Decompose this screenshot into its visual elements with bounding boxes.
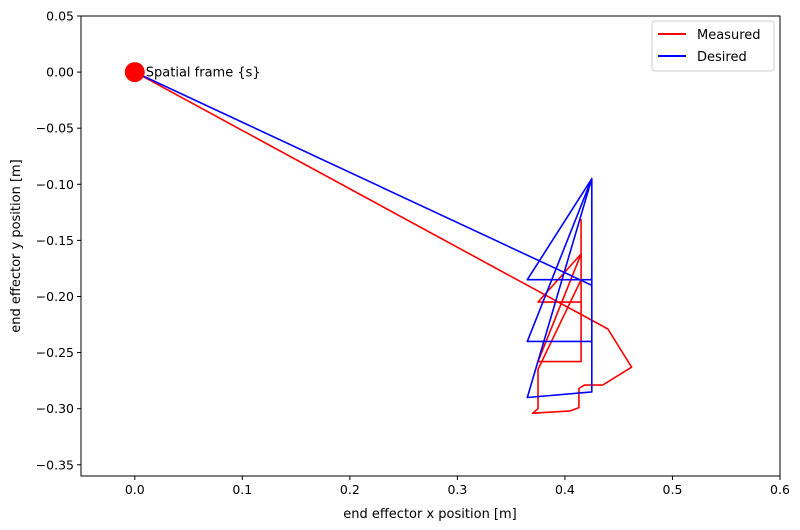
plot-background [81,16,780,476]
plot-frame [80,15,781,477]
y-tick-label: −0.10 [36,177,74,192]
y-tick-label: −0.35 [36,457,74,472]
legend-label-desired: Desired [697,50,747,65]
series-line-measured [134,71,633,415]
series-layer [134,71,633,415]
series-line-desired [134,71,593,399]
spatial-frame-label: Spatial frame {s} [146,66,261,81]
annotation-layer: Spatial frame {s} [124,62,261,83]
legend: Measured Desired [651,20,775,72]
x-axis-label: end effector x position [m] [343,507,517,522]
x-axis: 0.0 0.1 0.2 0.3 0.4 0.5 0.6 [125,476,790,497]
x-tick-label: 0.3 [447,482,467,497]
plot-area [81,16,780,476]
y-axis-label: end effector y position [m] [9,159,24,333]
spatial-frame-marker [124,62,145,83]
y-tick-label: −0.20 [36,289,74,304]
x-tick-label: 0.2 [340,482,360,497]
y-tick-label: −0.25 [36,345,74,360]
legend-label-measured: Measured [697,28,761,43]
y-axis: 0.05 0.00 −0.05 −0.10 −0.15 −0.20 −0.25 −0.30 −0… [36,9,81,472]
y-tick-label: −0.05 [36,121,74,136]
x-tick-label: 0.1 [232,482,252,497]
y-tick-label: −0.30 [36,401,74,416]
x-tick-label: 0.6 [770,482,790,497]
y-tick-label: 0.00 [46,65,74,80]
y-tick-label: 0.05 [46,9,74,24]
x-tick-label: 0.4 [555,482,575,497]
x-tick-label: 0.0 [125,482,145,497]
x-tick-label: 0.5 [663,482,683,497]
y-tick-label: −0.15 [36,233,74,248]
